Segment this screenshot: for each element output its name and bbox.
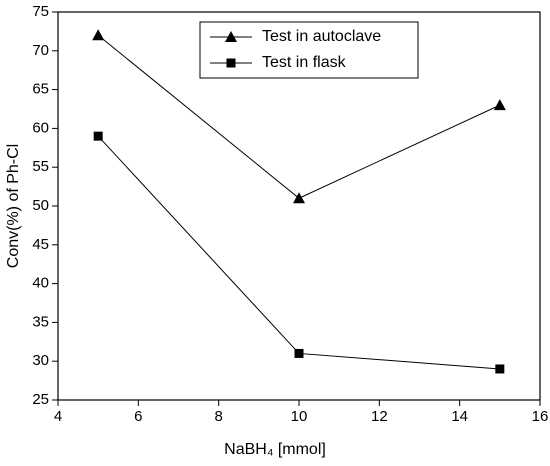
y-tick-label: 55 bbox=[32, 158, 49, 175]
x-tick-label: 6 bbox=[134, 408, 142, 425]
legend: Test in autoclave Test in flask bbox=[199, 21, 419, 79]
marker bbox=[495, 364, 505, 374]
y-tick-label: 25 bbox=[32, 391, 49, 408]
y-tick-label: 40 bbox=[32, 275, 49, 292]
legend-marker bbox=[225, 31, 237, 42]
marker bbox=[92, 29, 105, 41]
y-tick-label: 30 bbox=[32, 352, 49, 369]
marker bbox=[493, 99, 506, 111]
x-tick-label: 8 bbox=[214, 408, 222, 425]
y-tick-label: 35 bbox=[32, 313, 49, 330]
x-tick-label: 4 bbox=[54, 408, 62, 425]
y-tick-label: 45 bbox=[32, 236, 49, 253]
y-tick-label: 50 bbox=[32, 197, 49, 214]
marker bbox=[294, 348, 304, 358]
y-tick-label: 60 bbox=[32, 119, 49, 136]
series-line bbox=[97, 135, 500, 370]
legend-label: Test in autoclave bbox=[262, 28, 381, 45]
x-axis-label: NaBH₄ [mmol] bbox=[224, 441, 326, 458]
y-tick-label: 70 bbox=[32, 42, 49, 59]
legend-marker bbox=[226, 58, 236, 68]
x-tick-label: 10 bbox=[291, 408, 308, 425]
x-tick-label: 12 bbox=[371, 408, 388, 425]
legend-frame bbox=[199, 21, 419, 79]
y-axis-label: Conv(%) of Ph-Cl bbox=[5, 144, 22, 268]
x-tick-label: 16 bbox=[532, 408, 549, 425]
marker bbox=[93, 131, 103, 141]
x-tick-label: 14 bbox=[451, 408, 468, 425]
marker bbox=[293, 192, 305, 204]
y-tick-label: 75 bbox=[32, 3, 49, 20]
legend-label: Test in flask bbox=[262, 54, 347, 71]
y-tick-label: 65 bbox=[32, 81, 49, 98]
